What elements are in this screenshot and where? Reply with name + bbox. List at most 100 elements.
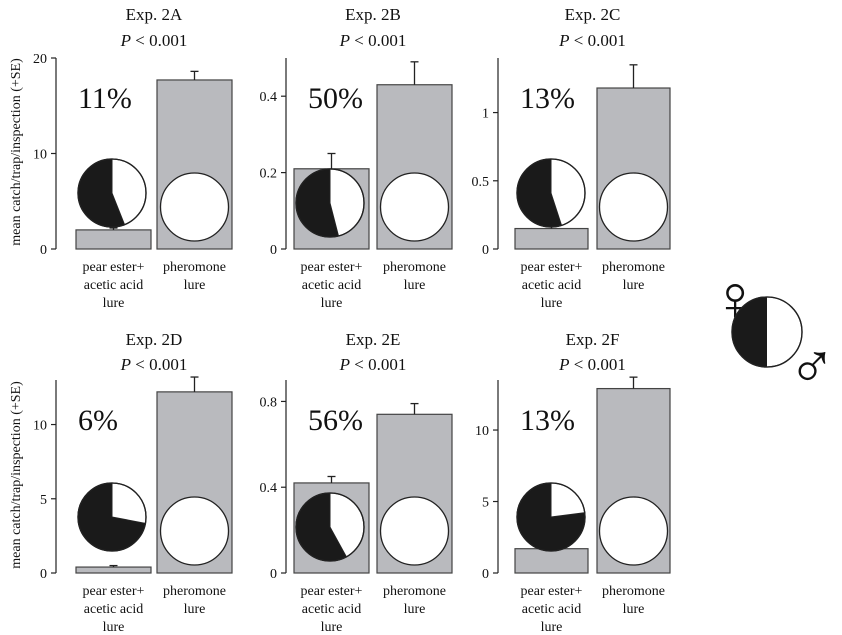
category-label: pear ester+ acetic acid lure <box>83 260 145 311</box>
panel-exp-2d: Exp. 2D P < 0.001 0 5 10 pear ester+ acetic ac… <box>33 330 233 635</box>
percent-label: 13% <box>520 82 575 115</box>
bar <box>75 566 152 574</box>
category-label-line: pear ester+ <box>301 584 363 599</box>
pie-male-slice <box>598 496 669 566</box>
y-tick-label: 0.2 <box>260 167 278 182</box>
pie-outline <box>77 158 147 228</box>
category-label: pheromone lure <box>602 584 665 617</box>
panel-exp-2e: Exp. 2E P < 0.001 0 0.4 0.8 pear ester+ acetic… <box>260 330 453 635</box>
y-axis-label-bottom: mean catch/trap/inspection (+SE) <box>9 381 24 569</box>
p-value: P < 0.001 <box>120 355 188 374</box>
percent-label: 6% <box>78 404 118 437</box>
legend-pie-female <box>732 297 767 367</box>
category-label-line: pheromone <box>383 584 446 599</box>
category-label: pear ester+ acetic acid lure <box>301 260 363 311</box>
p-value: P < 0.001 <box>558 355 626 374</box>
category-label-line: pear ester+ <box>83 584 145 599</box>
panel-exp-2c: Exp. 2C P < 0.001 0 0.5 1 pear ester+ acetic a… <box>472 5 671 311</box>
p-symbol: P <box>558 355 569 374</box>
bar <box>514 227 589 250</box>
p-symbol: P <box>339 355 350 374</box>
category-label-line: acetic acid <box>302 278 361 293</box>
y-tick-label: 0 <box>270 567 277 582</box>
pie-outline <box>516 482 586 552</box>
category-label: pear ester+ acetic acid lure <box>301 584 363 635</box>
pie-pheromone-lure <box>159 172 230 242</box>
pie-pheromone-lure <box>379 496 450 566</box>
category-label-line: pear ester+ <box>301 260 363 275</box>
category-label-line: pear ester+ <box>521 584 583 599</box>
category-label-line: acetic acid <box>522 602 581 617</box>
category-label-line: lure <box>541 296 563 311</box>
panel-title: Exp. 2D <box>126 330 183 349</box>
pie-outline <box>516 158 586 228</box>
category-label-line: acetic acid <box>522 278 581 293</box>
y-tick-label: 0.4 <box>260 90 278 105</box>
y-tick-label: 10 <box>33 419 47 434</box>
category-label-line: lure <box>404 278 426 293</box>
category-label-line: lure <box>404 602 426 617</box>
p-symbol: P <box>120 31 131 50</box>
y-tick-label: 0.5 <box>472 175 490 190</box>
y-tick-label: 0 <box>270 243 277 258</box>
category-label-line: acetic acid <box>84 602 143 617</box>
category-label: pear ester+ acetic acid lure <box>521 584 583 635</box>
percent-label: 11% <box>78 82 132 115</box>
category-label-line: lure <box>321 620 343 635</box>
p-threshold: < 0.001 <box>570 355 626 374</box>
p-symbol: P <box>339 31 350 50</box>
male-symbol-icon: ♂ <box>788 331 836 402</box>
sex-legend: ♀♂ <box>711 263 836 402</box>
category-label-line: pheromone <box>163 584 226 599</box>
panel-title: Exp. 2F <box>566 330 620 349</box>
percent-label: 13% <box>520 404 575 437</box>
category-label-line: pheromone <box>602 584 665 599</box>
legend-pie-outline <box>731 296 803 368</box>
p-threshold: < 0.001 <box>131 355 187 374</box>
category-label-line: pheromone <box>383 260 446 275</box>
pie-outline <box>77 482 147 552</box>
y-tick-label: 20 <box>33 52 47 67</box>
y-tick-label: 5 <box>482 496 489 511</box>
p-threshold: < 0.001 <box>570 31 626 50</box>
category-label-line: pheromone <box>163 260 226 275</box>
pie-pheromone-lure <box>379 172 450 242</box>
category-label-line: lure <box>623 278 645 293</box>
p-symbol: P <box>120 355 131 374</box>
y-tick-label: 5 <box>40 493 47 508</box>
p-threshold: < 0.001 <box>350 31 406 50</box>
p-value: P < 0.001 <box>120 31 188 50</box>
panel-exp-2f: Exp. 2F P < 0.001 0 5 10 pear ester+ acetic ac… <box>475 330 671 635</box>
pie-pear-ester-lure <box>295 168 365 238</box>
pie-outline <box>295 168 365 238</box>
pie-male-slice <box>159 172 230 242</box>
p-threshold: < 0.001 <box>350 355 406 374</box>
p-value: P < 0.001 <box>339 31 407 50</box>
y-tick-label: 0 <box>40 243 47 258</box>
category-label-line: lure <box>103 296 125 311</box>
pie-pear-ester-lure <box>516 158 586 228</box>
percent-label: 56% <box>308 404 363 437</box>
pie-outline <box>295 492 365 562</box>
category-label-line: lure <box>321 296 343 311</box>
pie-male-slice <box>598 172 669 242</box>
panel-exp-2a: Exp. 2A P < 0.001 0 10 20 pear ester+ acetic a… <box>33 5 233 311</box>
category-label: pheromone lure <box>383 584 446 617</box>
category-label: pheromone lure <box>163 584 226 617</box>
category-label-line: acetic acid <box>84 278 143 293</box>
pie-male-slice <box>159 496 230 566</box>
category-label-line: pheromone <box>602 260 665 275</box>
pie-pheromone-lure <box>598 496 669 566</box>
category-label-line: pear ester+ <box>521 260 583 275</box>
pie-pheromone-lure <box>159 496 230 566</box>
category-label-line: pear ester+ <box>83 260 145 275</box>
y-tick-label: 1 <box>482 107 489 122</box>
y-tick-label: 10 <box>33 148 47 163</box>
category-label: pheromone lure <box>602 260 665 293</box>
category-label-line: lure <box>623 602 645 617</box>
pie-pear-ester-lure <box>295 492 365 562</box>
p-threshold: < 0.001 <box>131 31 187 50</box>
panel-title: Exp. 2B <box>345 5 401 24</box>
bar <box>514 548 589 574</box>
